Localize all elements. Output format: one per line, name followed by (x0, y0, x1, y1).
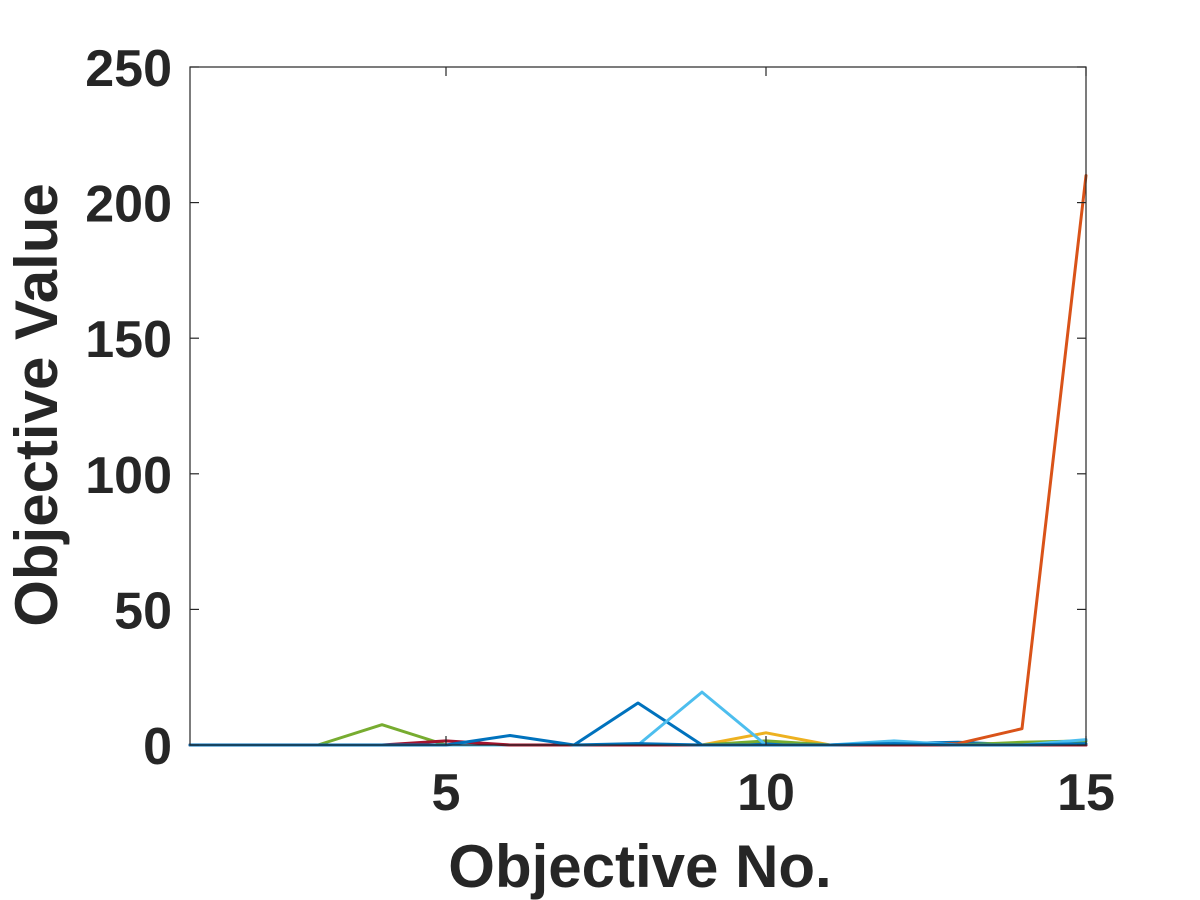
series-layer (188, 174, 1088, 747)
series-line-2 (188, 174, 1088, 747)
x-tick-label-5: 5 (432, 764, 461, 822)
series-line-8 (188, 734, 1088, 747)
y-axis-label: Objective Value (3, 183, 70, 627)
x-tick-label-15: 15 (1057, 764, 1115, 822)
plot-frame (189, 66, 1087, 746)
y-tick-label-250: 250 (85, 40, 172, 98)
y-tick-label-100: 100 (85, 447, 172, 505)
series-line-1 (188, 701, 1088, 747)
y-tick-label-50: 50 (114, 582, 172, 640)
x-axis-label: Objective No. (448, 833, 831, 900)
y-tick-label-200: 200 (85, 176, 172, 234)
y-tick-label-150: 150 (85, 311, 172, 369)
series-line-6 (188, 690, 1088, 747)
y-tick-label-0: 0 (143, 718, 172, 776)
x-tick-label-10: 10 (737, 764, 795, 822)
